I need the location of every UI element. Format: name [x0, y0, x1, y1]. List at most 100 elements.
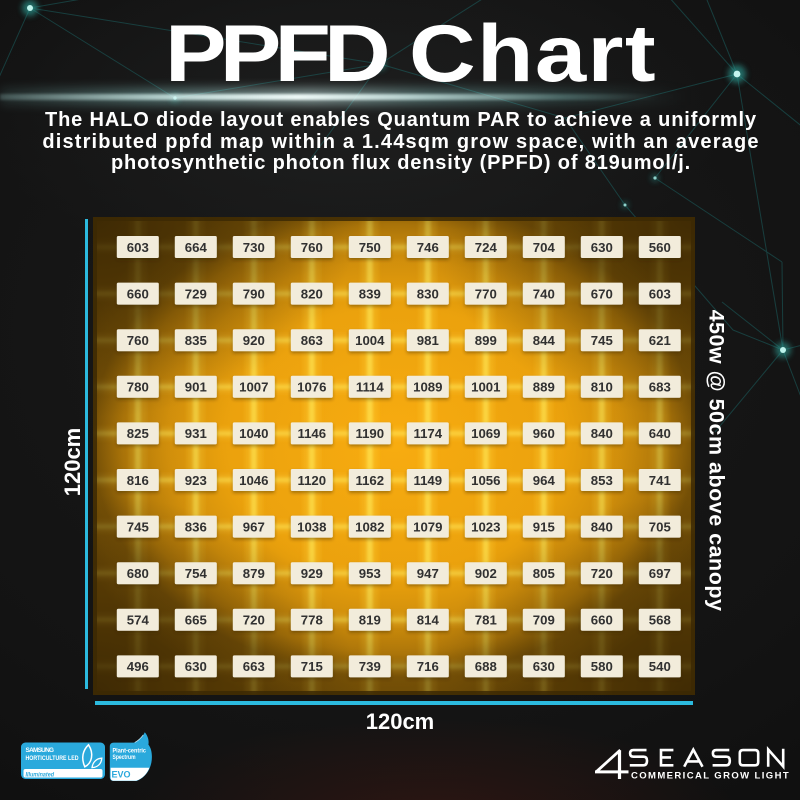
- svg-text:688: 688: [475, 659, 497, 674]
- svg-text:741: 741: [649, 473, 671, 488]
- svg-text:715: 715: [301, 659, 323, 674]
- svg-text:889: 889: [533, 380, 555, 395]
- svg-text:664: 664: [185, 240, 208, 255]
- svg-text:640: 640: [649, 426, 671, 441]
- svg-text:1023: 1023: [471, 519, 500, 534]
- svg-text:745: 745: [127, 519, 149, 534]
- svg-text:739: 739: [359, 659, 381, 674]
- svg-text:1046: 1046: [239, 473, 268, 488]
- svg-text:568: 568: [649, 613, 671, 628]
- svg-text:580: 580: [591, 659, 613, 674]
- svg-text:1038: 1038: [297, 519, 326, 534]
- svg-text:863: 863: [301, 333, 323, 348]
- svg-text:929: 929: [301, 566, 323, 581]
- svg-text:1190: 1190: [355, 426, 384, 441]
- svg-text:603: 603: [127, 240, 149, 255]
- svg-text:1114: 1114: [356, 380, 385, 395]
- svg-text:680: 680: [127, 566, 149, 581]
- svg-text:1076: 1076: [297, 380, 326, 395]
- svg-text:716: 716: [417, 659, 439, 674]
- svg-text:810: 810: [591, 380, 613, 395]
- svg-text:EVO: EVO: [112, 769, 131, 779]
- svg-text:981: 981: [417, 333, 439, 348]
- svg-text:790: 790: [243, 286, 265, 301]
- svg-text:778: 778: [301, 613, 323, 628]
- svg-text:SAMSUNG: SAMSUNG: [26, 747, 55, 754]
- svg-text:923: 923: [185, 473, 207, 488]
- svg-text:746: 746: [417, 240, 439, 255]
- svg-text:724: 724: [475, 240, 498, 255]
- svg-text:560: 560: [649, 240, 671, 255]
- svg-text:902: 902: [475, 566, 497, 581]
- svg-text:830: 830: [417, 286, 439, 301]
- svg-text:840: 840: [591, 519, 613, 534]
- svg-text:740: 740: [533, 286, 555, 301]
- svg-text:630: 630: [185, 659, 207, 674]
- svg-text:745: 745: [591, 333, 613, 348]
- svg-text:836: 836: [185, 519, 207, 534]
- svg-text:1056: 1056: [471, 473, 500, 488]
- svg-text:899: 899: [475, 333, 497, 348]
- svg-text:1069: 1069: [471, 426, 500, 441]
- svg-text:814: 814: [417, 613, 440, 628]
- svg-text:840: 840: [591, 426, 613, 441]
- svg-text:1079: 1079: [413, 519, 442, 534]
- svg-text:805: 805: [533, 566, 555, 581]
- svg-text:920: 920: [243, 333, 265, 348]
- svg-text:901: 901: [185, 380, 207, 395]
- svg-text:720: 720: [243, 613, 265, 628]
- svg-text:Spectrum: Spectrum: [113, 754, 136, 761]
- svg-text:960: 960: [533, 426, 555, 441]
- svg-text:754: 754: [185, 566, 208, 581]
- svg-text:709: 709: [533, 613, 555, 628]
- svg-text:704: 704: [533, 240, 556, 255]
- svg-text:760: 760: [127, 333, 149, 348]
- svg-text:705: 705: [649, 519, 671, 534]
- svg-text:1149: 1149: [413, 473, 442, 488]
- svg-text:Plant-centric: Plant-centric: [113, 748, 147, 755]
- svg-text:670: 670: [591, 286, 613, 301]
- svg-text:Illuminated: Illuminated: [26, 771, 55, 778]
- svg-text:660: 660: [591, 613, 613, 628]
- svg-text:1174: 1174: [413, 426, 442, 441]
- svg-text:683: 683: [649, 380, 671, 395]
- svg-text:853: 853: [591, 473, 613, 488]
- svg-text:964: 964: [533, 473, 556, 488]
- svg-text:496: 496: [127, 659, 149, 674]
- svg-text:1162: 1162: [355, 473, 384, 488]
- svg-text:729: 729: [185, 286, 207, 301]
- svg-text:816: 816: [127, 473, 149, 488]
- svg-text:1089: 1089: [413, 380, 442, 395]
- svg-text:730: 730: [243, 240, 265, 255]
- svg-text:603: 603: [649, 286, 671, 301]
- svg-text:630: 630: [591, 240, 613, 255]
- svg-text:1004: 1004: [355, 333, 385, 348]
- svg-text:760: 760: [301, 240, 323, 255]
- svg-text:665: 665: [185, 613, 207, 628]
- svg-text:781: 781: [475, 613, 497, 628]
- svg-text:621: 621: [649, 333, 671, 348]
- svg-text:1082: 1082: [355, 519, 384, 534]
- svg-text:540: 540: [649, 659, 671, 674]
- svg-text:1146: 1146: [297, 426, 326, 441]
- svg-text:630: 630: [533, 659, 555, 674]
- svg-text:879: 879: [243, 566, 265, 581]
- svg-text:820: 820: [301, 286, 323, 301]
- svg-text:835: 835: [185, 333, 207, 348]
- svg-text:825: 825: [127, 426, 149, 441]
- svg-text:COMMERICAL GROW LIGHT: COMMERICAL GROW LIGHT: [631, 771, 790, 782]
- svg-text:1040: 1040: [239, 426, 268, 441]
- svg-text:HORTICULTURE LED: HORTICULTURE LED: [26, 755, 79, 762]
- svg-text:819: 819: [359, 613, 381, 628]
- svg-text:839: 839: [359, 286, 381, 301]
- svg-text:574: 574: [127, 613, 150, 628]
- svg-text:663: 663: [243, 659, 265, 674]
- svg-text:947: 947: [417, 566, 439, 581]
- svg-text:1001: 1001: [471, 380, 500, 395]
- svg-text:770: 770: [475, 286, 497, 301]
- svg-text:915: 915: [533, 519, 555, 534]
- svg-text:697: 697: [649, 566, 671, 581]
- svg-text:1007: 1007: [239, 380, 268, 395]
- svg-text:931: 931: [185, 426, 207, 441]
- svg-text:660: 660: [127, 286, 149, 301]
